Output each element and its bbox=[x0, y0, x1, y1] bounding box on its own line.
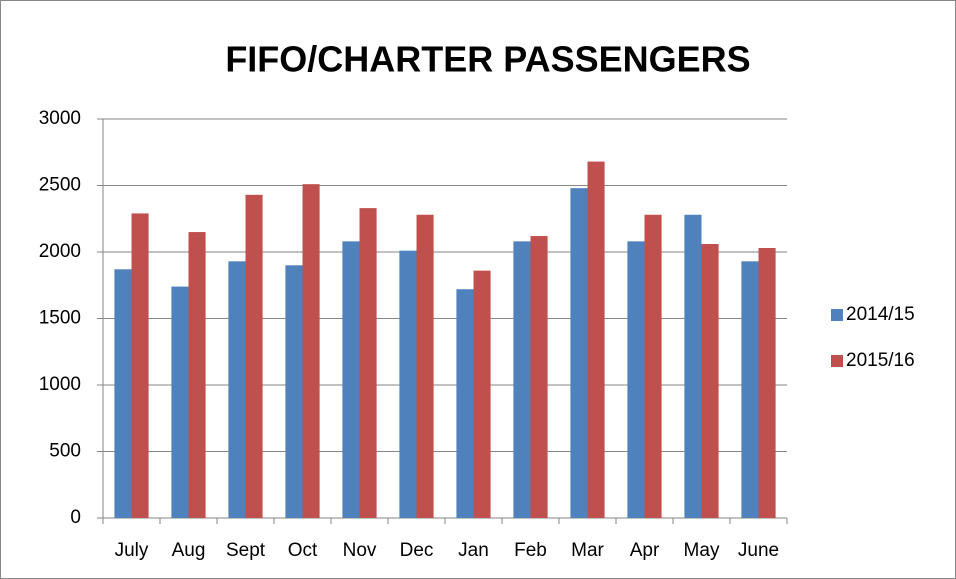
x-tick-label: Jan bbox=[458, 540, 489, 561]
x-tick-label: Feb bbox=[514, 540, 547, 561]
bar bbox=[114, 269, 132, 518]
x-tick-label: July bbox=[115, 540, 149, 561]
x-tick-label: Dec bbox=[400, 540, 434, 561]
x-tick-label: May bbox=[684, 540, 720, 561]
bar bbox=[416, 214, 434, 518]
bar bbox=[188, 232, 206, 519]
bar bbox=[171, 286, 189, 518]
chart-title: FIFO/CHARTER PASSENGERS bbox=[225, 39, 750, 80]
bar bbox=[245, 194, 263, 518]
y-tick-label: 1500 bbox=[39, 308, 81, 329]
bar bbox=[473, 270, 491, 518]
bar bbox=[131, 213, 149, 518]
legend-swatch bbox=[831, 309, 843, 321]
y-tick-label: 3000 bbox=[39, 108, 81, 129]
bar bbox=[570, 188, 588, 518]
bar bbox=[758, 248, 776, 518]
bar bbox=[342, 241, 360, 519]
bar bbox=[684, 214, 702, 518]
y-tick-label: 2000 bbox=[39, 241, 81, 262]
bar bbox=[399, 250, 417, 519]
bar bbox=[285, 265, 303, 518]
bar bbox=[456, 289, 474, 518]
bar bbox=[359, 208, 377, 519]
x-tick-label: Sept bbox=[226, 540, 266, 561]
y-tick-label: 500 bbox=[49, 441, 81, 462]
x-tick-label: Apr bbox=[630, 540, 660, 561]
bar bbox=[513, 241, 531, 519]
legend-swatch bbox=[831, 355, 843, 367]
legend-label: 2015/16 bbox=[846, 350, 915, 371]
y-tick-label: 2500 bbox=[39, 175, 81, 196]
y-tick-label: 0 bbox=[70, 507, 81, 528]
bar bbox=[741, 261, 759, 518]
x-tick-label: Aug bbox=[172, 540, 206, 561]
legend-label: 2014/15 bbox=[846, 304, 915, 325]
x-tick-label: Oct bbox=[288, 540, 318, 561]
y-tick-label: 1000 bbox=[39, 374, 81, 395]
bar bbox=[587, 161, 605, 518]
bar bbox=[302, 184, 320, 519]
x-tick-label: Nov bbox=[343, 540, 377, 561]
bar bbox=[701, 244, 719, 518]
bar bbox=[530, 236, 548, 519]
x-tick-label: June bbox=[738, 540, 779, 561]
bar bbox=[228, 261, 246, 518]
bar bbox=[644, 214, 662, 518]
x-tick-label: Mar bbox=[571, 540, 604, 561]
bar bbox=[627, 241, 645, 519]
